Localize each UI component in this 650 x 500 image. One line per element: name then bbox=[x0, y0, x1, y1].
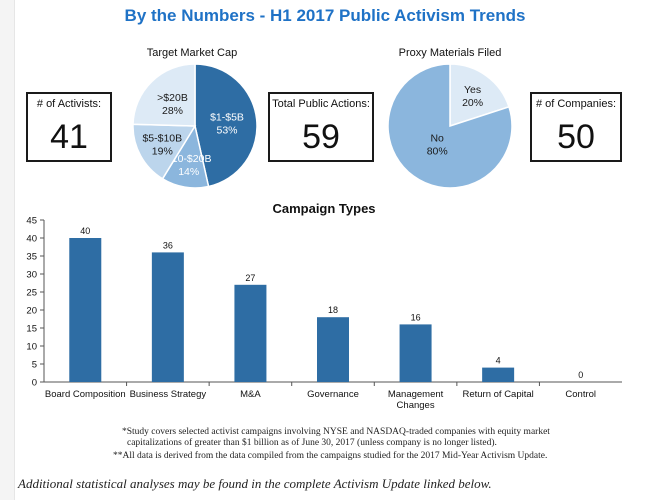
y-tick-label: 25 bbox=[26, 288, 37, 299]
activists-stat-box: # of Activists: 41 bbox=[26, 92, 112, 162]
x-category-label: M&A bbox=[240, 389, 261, 400]
bottom-note: Additional statistical analyses may be f… bbox=[18, 476, 492, 491]
campaign-types-title: Campaign Types bbox=[272, 201, 375, 216]
x-category-label: Business Strategy bbox=[130, 389, 207, 400]
market-cap-slice-1-5b bbox=[194, 63, 258, 188]
market-cap-slice-label-20b: >$20B bbox=[157, 92, 188, 104]
bar-2 bbox=[234, 284, 267, 382]
proxy-slice-no bbox=[387, 63, 513, 189]
footnote-1: *Study covers selected activist campaign… bbox=[122, 427, 550, 437]
market-cap-slice-label-5-10b: $5-$10B bbox=[142, 133, 182, 145]
bar-1 bbox=[151, 252, 184, 382]
y-tick-label: 30 bbox=[26, 270, 37, 281]
public-actions-label: Total Public Actions: bbox=[272, 98, 370, 110]
market-cap-pie-title: Target Market Cap bbox=[146, 47, 238, 59]
bar-0 bbox=[69, 238, 102, 382]
activists-label: # of Activists: bbox=[36, 98, 102, 110]
x-category-label: Management Changes bbox=[388, 389, 444, 411]
y-tick-label: 10 bbox=[26, 342, 37, 353]
bar-value-label: 16 bbox=[411, 312, 421, 322]
y-tick-label: 5 bbox=[32, 360, 37, 371]
market-cap-slice-label-1-5b: $1-$5B bbox=[210, 112, 244, 124]
public-actions-stat-box: Total Public Actions: 59 bbox=[268, 92, 374, 162]
page-title: By the Numbers - H1 2017 Public Activism… bbox=[124, 6, 526, 25]
bar-3 bbox=[317, 317, 349, 382]
companies-value: 50 bbox=[557, 118, 595, 156]
bar-value-label: 4 bbox=[496, 356, 501, 366]
bar-value-label: 0 bbox=[578, 370, 583, 380]
market-cap-slice-5-10b bbox=[132, 123, 197, 180]
public-actions-value: 59 bbox=[302, 118, 340, 156]
left-margin-bar bbox=[0, 0, 15, 500]
proxy-pie-title: Proxy Materials Filed bbox=[398, 47, 502, 59]
bar-value-label: 40 bbox=[80, 226, 90, 236]
market-cap-slice-value-1-5b: 53% bbox=[216, 125, 237, 137]
y-tick-label: 15 bbox=[26, 324, 37, 335]
y-tick-label: 0 bbox=[32, 378, 37, 389]
proxy-slice-label-yes: Yes bbox=[464, 84, 481, 96]
y-tick-label: 20 bbox=[26, 306, 37, 317]
companies-stat-box: # of Companies: 50 bbox=[530, 92, 622, 162]
x-category-label: Return of Capital bbox=[462, 389, 533, 400]
proxy-slice-value-no: 80% bbox=[427, 146, 448, 158]
market-cap-slice-value-20b: 28% bbox=[162, 105, 183, 117]
footnote-2: capitalizations of greater than $1 billi… bbox=[127, 438, 497, 448]
footnote-3: **All data is derived from the data comp… bbox=[113, 451, 548, 461]
proxy-slice-value-yes: 20% bbox=[462, 97, 483, 109]
y-tick-label: 40 bbox=[26, 234, 37, 245]
campaign-types-bar-chart: Campaign Types05101520253035404540Board … bbox=[26, 201, 622, 411]
bar-4 bbox=[399, 324, 432, 382]
bar-5 bbox=[482, 367, 515, 382]
proxy-slice-label-no: No bbox=[430, 133, 444, 145]
y-tick-label: 45 bbox=[26, 216, 37, 227]
x-category-label: Control bbox=[565, 389, 596, 400]
market-cap-slice-value-5-10b: 19% bbox=[152, 146, 173, 158]
market-cap-slice-20b bbox=[132, 63, 196, 127]
bar-value-label: 36 bbox=[163, 240, 173, 250]
proxy-slice-yes bbox=[449, 63, 510, 128]
bar-value-label: 27 bbox=[245, 273, 255, 283]
market-cap-slice-value-10-20b: 14% bbox=[178, 166, 199, 178]
bar-value-label: 18 bbox=[328, 305, 338, 315]
x-category-label: Governance bbox=[307, 389, 359, 400]
x-category-label: Board Composition bbox=[45, 389, 126, 400]
activists-value: 41 bbox=[50, 118, 88, 156]
companies-label: # of Companies: bbox=[535, 98, 617, 110]
y-tick-label: 35 bbox=[26, 252, 37, 263]
